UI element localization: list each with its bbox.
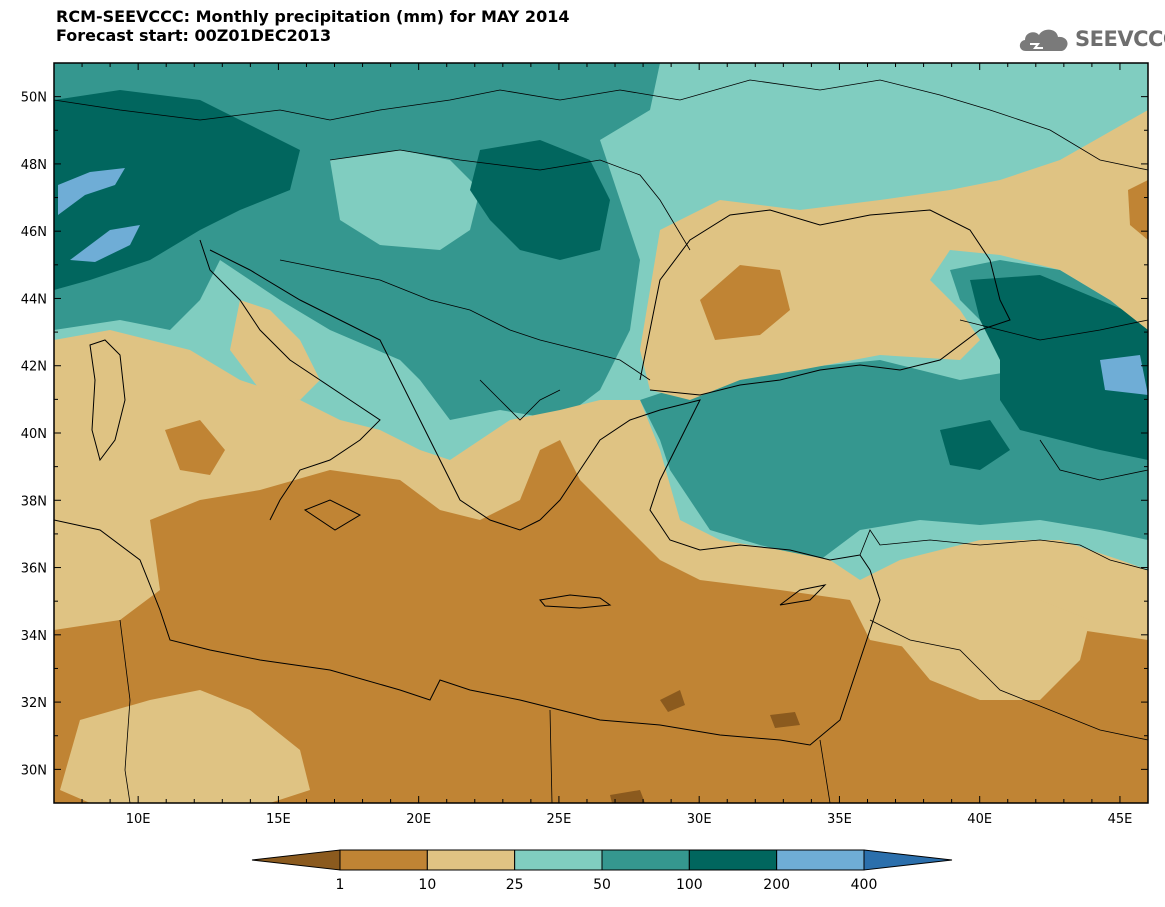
field-10-25-syria <box>880 600 1090 700</box>
lat-tick-label: 36N <box>21 562 47 577</box>
colorbar-label: 1 <box>336 877 345 893</box>
border-turkey-syria <box>859 529 1148 571</box>
colorbar-segment <box>339 849 428 871</box>
title-line-1: RCM-SEEVCCC: Monthly precipitation (mm) … <box>56 7 570 26</box>
colorbar-segment-above <box>863 849 953 871</box>
coastline-cyprus <box>779 584 827 606</box>
lat-tick-label: 38N <box>21 494 47 509</box>
lat-tick-label: 32N <box>21 696 47 711</box>
lon-tick-label: 40E <box>967 812 992 827</box>
colorbar-segment <box>514 849 603 871</box>
colorbar-label: 50 <box>593 877 611 893</box>
field-1-10-mediterranean <box>54 440 1148 803</box>
coastline-italy <box>199 239 381 521</box>
border-caucasus-north <box>959 319 1148 341</box>
lat-tick-label: 42N <box>21 360 47 375</box>
colorbar-labels: 1 10 25 50 100 200 400 <box>336 877 878 893</box>
lat-tick-label: 34N <box>21 629 47 644</box>
field-100-200-east <box>940 420 1010 470</box>
colorbar-segment <box>426 849 516 871</box>
map-title: RCM-SEEVCCC: Monthly precipitation (mm) … <box>56 7 569 45</box>
country-borders <box>54 79 1148 803</box>
field-below-1-spot-2 <box>770 712 800 728</box>
border-iraq <box>869 619 1148 741</box>
field-1-10-volga <box>1128 180 1148 240</box>
title-line-2: Forecast start: 00Z01DEC2013 <box>56 26 332 45</box>
field-25-50-pannonian <box>330 150 480 250</box>
field-200-400-caucasus <box>1100 355 1148 395</box>
coastline-black-sea <box>639 209 1011 396</box>
coastline-aegean <box>539 399 861 561</box>
lat-tick-label: 40N <box>21 427 47 442</box>
coastline-africa <box>54 519 881 746</box>
precipitation-fields <box>54 63 1148 803</box>
border-north <box>54 79 1148 171</box>
lat-tick-label: 46N <box>21 225 47 240</box>
latitude-labels: 50N 48N 46N 44N 42N 40N 38N 36N 34N 32N 30N <box>21 91 47 779</box>
field-10-25-italy <box>230 300 320 400</box>
lon-tick-label: 20E <box>406 812 431 827</box>
lon-tick-label: 25E <box>547 812 572 827</box>
border-hungary-romania <box>329 149 691 251</box>
field-100-200-carpathians <box>470 140 610 260</box>
colorbar-label: 200 <box>763 877 790 893</box>
lat-tick-label: 48N <box>21 158 47 173</box>
colorbar-label: 10 <box>418 877 436 893</box>
field-200-400-alps-2 <box>70 225 140 262</box>
logo-text: SEEVCCC <box>1075 27 1165 51</box>
colorbar-segment <box>601 849 690 871</box>
lon-tick-label: 15E <box>266 812 291 827</box>
coastline-sardinia <box>89 339 126 462</box>
coastlines <box>54 209 1011 746</box>
field-200-400-alps-1 <box>58 168 125 215</box>
lat-tick-label: 50N <box>21 91 47 106</box>
border-caucasus-south <box>1039 439 1148 481</box>
lon-tick-label: 10E <box>126 812 151 827</box>
border-egypt-libya <box>549 709 553 803</box>
lon-tick-label: 30E <box>687 812 712 827</box>
coastline-crete <box>539 594 612 609</box>
lat-tick-label: 30N <box>21 763 47 778</box>
field-1-10-tyrrhenian <box>165 420 225 475</box>
border-tunisia-libya <box>119 619 131 803</box>
field-10-25-libya <box>60 690 310 803</box>
border-greece-north <box>479 379 561 421</box>
border-egypt-sinai <box>819 739 831 803</box>
colorbar-segment <box>776 849 865 871</box>
colorbar-label: 400 <box>851 877 878 893</box>
field-below-1-spot-3 <box>610 790 645 803</box>
coastline-sicily <box>303 499 362 531</box>
field-1-10-black-sea <box>700 265 790 340</box>
longitude-labels: 10E 15E 20E 25E 30E 35E 40E 45E <box>126 812 1133 827</box>
field-below-1-spot-1 <box>660 690 685 712</box>
coastline-adriatic <box>209 249 541 531</box>
field-100-200-caucasus <box>970 275 1148 460</box>
colorbar-segment-below <box>251 849 341 871</box>
lon-tick-label: 45E <box>1108 812 1133 827</box>
seevccc-logo: SEEVCCC <box>1016 22 1165 56</box>
lon-tick-label: 35E <box>827 812 852 827</box>
cloud-logo-icon <box>1019 29 1068 51</box>
colorbar-label: 100 <box>676 877 703 893</box>
colorbar-segment <box>688 849 778 871</box>
colorbar <box>251 849 953 871</box>
lat-tick-label: 44N <box>21 292 47 307</box>
border-balkans <box>279 259 651 381</box>
axis-ticks <box>53 62 1149 804</box>
colorbar-label: 25 <box>506 877 524 893</box>
